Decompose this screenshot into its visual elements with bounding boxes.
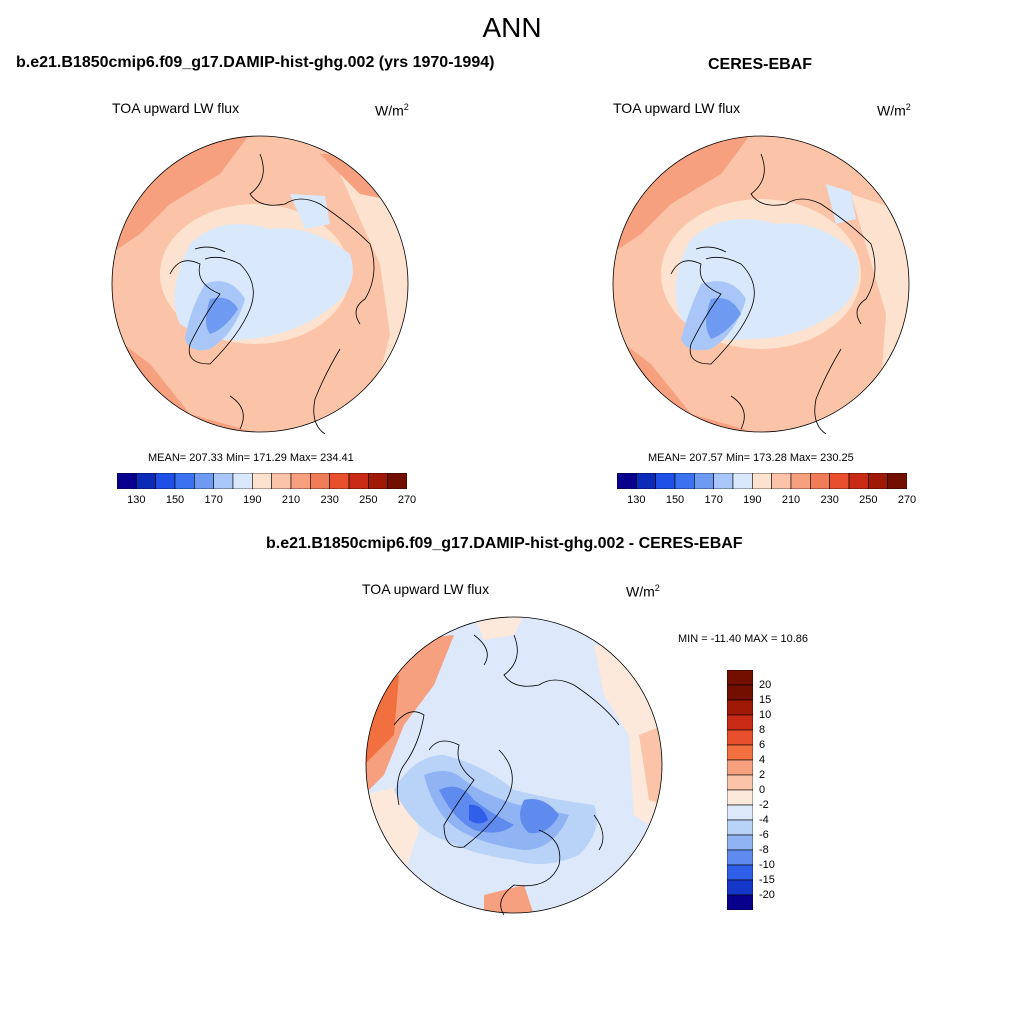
- colorbar-tick-label: -6: [759, 829, 769, 841]
- colorbar-tick-label: 250: [859, 494, 878, 506]
- colorbar-tick-label: 10: [759, 709, 772, 721]
- colorbar-tick-label: 210: [781, 494, 801, 506]
- panel-1-variable: TOA upward LW flux: [112, 100, 240, 116]
- colorbar-swatch: [271, 473, 292, 489]
- panel-2-units: W/m2: [877, 102, 911, 119]
- colorbar-swatch: [174, 473, 195, 489]
- colorbar-tick-label: 6: [759, 739, 766, 751]
- panel-1-colorbar: [117, 473, 407, 489]
- colorbar-tick-label: -2: [759, 799, 769, 811]
- colorbar-tick-label: 130: [627, 494, 646, 506]
- colorbar-tick-label: 270: [397, 494, 417, 506]
- colorbar-tick-label: 270: [897, 494, 917, 506]
- colorbar-tick-label: 150: [665, 494, 685, 506]
- colorbar-swatch: [887, 473, 907, 489]
- colorbar-swatch: [727, 819, 753, 836]
- colorbar-swatch: [727, 804, 753, 821]
- panel-1-title: b.e21.B1850cmip6.f09_g17.DAMIP-hist-ghg.…: [16, 54, 495, 71]
- colorbar-swatch: [136, 473, 156, 489]
- colorbar-swatch: [252, 473, 272, 489]
- colorbar-swatch: [387, 473, 407, 489]
- colorbar-swatch: [694, 473, 714, 489]
- colorbar-tick-label: -15: [759, 874, 775, 886]
- panel-3-colorbar-labels: 20 15 10 8 6 4 2 0 -2 -4 -6 -8 -10 -15 -20: [759, 670, 799, 910]
- panel-1-stats: MEAN= 207.33 Min= 171.29 Max= 234.41: [148, 452, 354, 464]
- panel-3-colorbar: [727, 670, 753, 910]
- colorbar-swatch: [829, 473, 850, 489]
- colorbar-swatch: [368, 473, 388, 489]
- colorbar-tick-label: 8: [759, 724, 766, 736]
- colorbar-tick-label: 190: [743, 494, 762, 506]
- colorbar-swatch: [655, 473, 676, 489]
- panel-2-stats: MEAN= 207.57 Min= 173.28 Max= 230.25: [648, 452, 854, 464]
- colorbar-swatch: [117, 473, 137, 489]
- colorbar-swatch: [727, 699, 753, 716]
- colorbar-swatch: [674, 473, 695, 489]
- colorbar-swatch: [771, 473, 792, 489]
- colorbar-swatch: [727, 714, 753, 731]
- colorbar-swatch: [213, 473, 234, 489]
- colorbar-swatch: [727, 759, 753, 776]
- colorbar-swatch: [727, 774, 753, 791]
- panel-2-map: [612, 135, 910, 434]
- colorbar-swatch: [752, 473, 772, 489]
- colorbar-swatch: [790, 473, 811, 489]
- colorbar-tick-label: 170: [204, 494, 223, 506]
- panel-3-map: [365, 616, 663, 915]
- panel-2-title: CERES-EBAF: [708, 56, 813, 73]
- colorbar-swatch: [617, 473, 637, 489]
- colorbar-swatch: [727, 729, 753, 746]
- colorbar-tick-label: 130: [127, 494, 146, 506]
- colorbar-tick-label: -20: [759, 889, 775, 901]
- panel-3-variable: TOA upward LW flux: [362, 581, 490, 597]
- panel-1-map: [111, 135, 409, 434]
- colorbar-tick-label: 250: [359, 494, 378, 506]
- colorbar-swatch: [868, 473, 888, 489]
- panel-3-title: b.e21.B1850cmip6.f09_g17.DAMIP-hist-ghg.…: [266, 535, 743, 552]
- colorbar-tick-label: 0: [759, 784, 766, 796]
- colorbar-tick-label: -4: [759, 814, 769, 826]
- colorbar-tick-label: 230: [820, 494, 839, 506]
- colorbar-swatch: [310, 473, 330, 489]
- colorbar-tick-label: 150: [165, 494, 185, 506]
- colorbar-tick-label: 15: [759, 694, 772, 706]
- colorbar-tick-label: 20: [759, 679, 772, 691]
- colorbar-swatch: [727, 789, 753, 806]
- colorbar-swatch: [636, 473, 656, 489]
- panel-3-units: W/m2: [626, 583, 660, 600]
- colorbar-swatch: [329, 473, 350, 489]
- colorbar-swatch: [713, 473, 734, 489]
- colorbar-swatch: [848, 473, 869, 489]
- colorbar-swatch: [348, 473, 369, 489]
- colorbar-tick-label: -10: [759, 859, 775, 871]
- colorbar-tick-label: 170: [704, 494, 723, 506]
- panel-1-units: W/m2: [375, 102, 409, 119]
- colorbar-tick-label: 4: [759, 754, 766, 766]
- panel-2-colorbar-labels: 130 150 170 190 210 230 250 270: [617, 494, 916, 508]
- colorbar-swatch: [727, 670, 753, 686]
- colorbar-swatch: [194, 473, 214, 489]
- colorbar-swatch: [810, 473, 830, 489]
- colorbar-tick-label: 210: [281, 494, 301, 506]
- colorbar-tick-label: 230: [320, 494, 339, 506]
- colorbar-tick-label: -8: [759, 844, 769, 856]
- colorbar-swatch: [727, 849, 753, 866]
- colorbar-swatch: [732, 473, 753, 489]
- colorbar-swatch: [727, 834, 753, 851]
- colorbar-swatch: [727, 684, 753, 701]
- colorbar-swatch: [290, 473, 311, 489]
- colorbar-swatch: [232, 473, 253, 489]
- colorbar-swatch: [727, 744, 753, 761]
- main-title: ANN: [482, 12, 542, 43]
- colorbar-tick-label: 2: [759, 769, 766, 781]
- colorbar-swatch: [155, 473, 176, 489]
- panel-2-variable: TOA upward LW flux: [613, 100, 741, 116]
- colorbar-swatch: [727, 879, 753, 896]
- colorbar-swatch: [727, 894, 753, 910]
- panel-2-colorbar: [617, 473, 907, 489]
- panel-1-colorbar-labels: 130 150 170 190 210 230 250 270: [117, 494, 416, 508]
- colorbar-swatch: [727, 864, 753, 881]
- colorbar-tick-label: 190: [243, 494, 262, 506]
- panel-3-stats: MIN = -11.40 MAX = 10.86: [678, 633, 809, 645]
